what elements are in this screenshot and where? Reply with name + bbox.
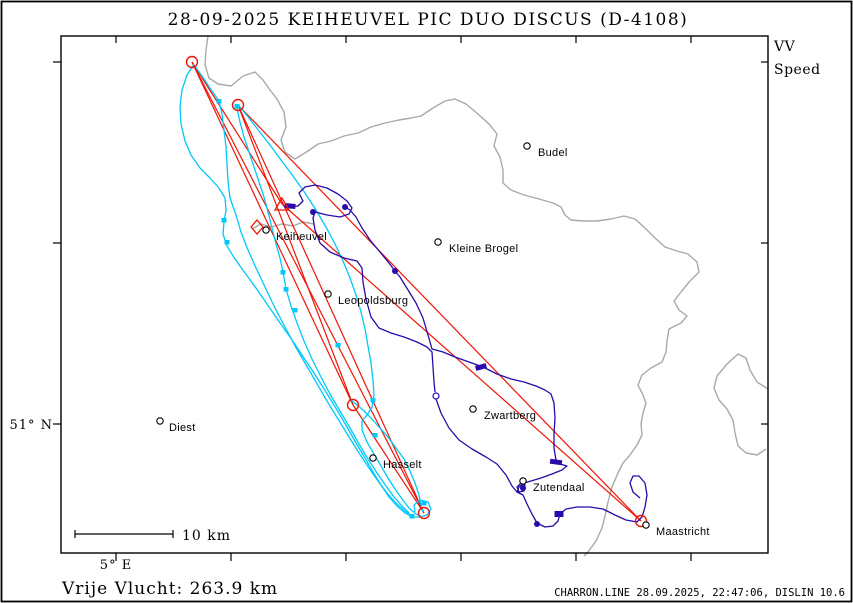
thermal-blob xyxy=(549,458,563,466)
city-label: Budel xyxy=(538,147,568,159)
speed-fix-dot xyxy=(372,433,378,438)
speed-fix-dot xyxy=(335,343,341,348)
city-marker xyxy=(469,405,477,413)
speed-fix-dot xyxy=(370,398,376,403)
flight-loop-circle xyxy=(432,392,440,400)
flight-track xyxy=(516,389,568,493)
speed-fix-dot xyxy=(216,99,222,104)
speed-fix-dot xyxy=(221,218,227,223)
speed-track xyxy=(348,398,424,513)
city-marker xyxy=(156,417,164,425)
legend-vv-label: VV xyxy=(773,39,796,55)
flight-distance-label: Vrije Vlucht: 263.9 km xyxy=(61,579,278,599)
city-marker xyxy=(642,521,650,529)
speed-track-layer xyxy=(179,63,432,519)
city-label: Zwartberg xyxy=(484,410,536,422)
city-label: Keiheuvel xyxy=(276,231,327,243)
thermal-dot xyxy=(520,485,526,491)
waypoint-circle xyxy=(185,55,199,69)
speed-fix-dot xyxy=(280,270,286,275)
city-label: Hasselt xyxy=(383,459,422,471)
city-marker xyxy=(523,142,531,150)
thermal-blob xyxy=(475,363,487,371)
axes-layer xyxy=(53,35,769,561)
thermal-blob xyxy=(554,511,564,517)
waypoint-circle xyxy=(417,506,431,520)
city-marker xyxy=(434,238,442,246)
waypoint-circle xyxy=(634,514,648,528)
country-borders-layer xyxy=(204,35,769,557)
speed-track xyxy=(194,65,413,517)
speed-fix-dot xyxy=(421,501,427,506)
thermal-dot xyxy=(534,521,540,527)
country-border xyxy=(713,353,769,456)
speed-track xyxy=(236,107,410,514)
city-marker xyxy=(369,454,377,462)
thermal-dot xyxy=(392,268,398,274)
speed-fix-dot xyxy=(283,287,289,292)
speed-fix-dot xyxy=(409,514,415,519)
speed-track xyxy=(239,106,423,518)
cities-layer: Budel Kleine Brogel Keiheuvel Leopoldsburg D… xyxy=(156,142,710,538)
map-frame xyxy=(60,35,769,554)
scale-label: 10 km xyxy=(182,528,231,544)
speed-track xyxy=(179,63,432,518)
country-border xyxy=(204,35,700,557)
flight-track xyxy=(435,398,648,528)
vv-leg-line xyxy=(191,61,354,406)
waypoint-circle xyxy=(231,98,245,112)
plot-title: 28-09-2025 KEIHEUVEL PIC DUO DISCUS (D-4… xyxy=(168,10,689,30)
landing-diamond-marker xyxy=(250,219,264,235)
city-label: Zutendaal xyxy=(533,482,585,494)
city-label: Leopoldsburg xyxy=(338,295,408,307)
takeoff-triangle-marker xyxy=(273,196,291,211)
city-marker xyxy=(262,226,270,234)
legend-speed-label: Speed xyxy=(774,62,821,78)
thermal-dot xyxy=(342,204,348,210)
city-label: Kleine Brogel xyxy=(449,243,518,255)
vv-leg-line xyxy=(191,61,283,205)
waypoint-circle xyxy=(346,398,360,412)
speed-fix-dot xyxy=(224,240,230,245)
flight-track-layer xyxy=(283,184,648,528)
vv-leg-line xyxy=(237,104,425,514)
vv-legs-layer xyxy=(191,61,642,522)
flight-track xyxy=(283,184,436,393)
city-label: Maastricht xyxy=(656,526,710,538)
city-marker xyxy=(324,290,332,298)
waypoint-markers-layer xyxy=(185,55,648,528)
longitude-label: 5° E xyxy=(100,558,132,573)
city-marker xyxy=(519,477,527,485)
speed-fix-dot xyxy=(234,104,240,109)
flight-track xyxy=(344,206,546,391)
credits-label: CHARRON.LINE 28.09.2025, 22:47:06, DISLI… xyxy=(554,587,845,599)
flight-track xyxy=(516,482,526,493)
vv-leg-line xyxy=(352,404,425,514)
city-label: Diest xyxy=(169,422,196,434)
speed-fix-dot xyxy=(292,308,298,313)
vv-leg-line xyxy=(237,104,354,406)
thermal-dot xyxy=(310,209,316,215)
latitude-label: 51° N xyxy=(9,418,53,433)
vv-leg-line xyxy=(237,104,642,522)
